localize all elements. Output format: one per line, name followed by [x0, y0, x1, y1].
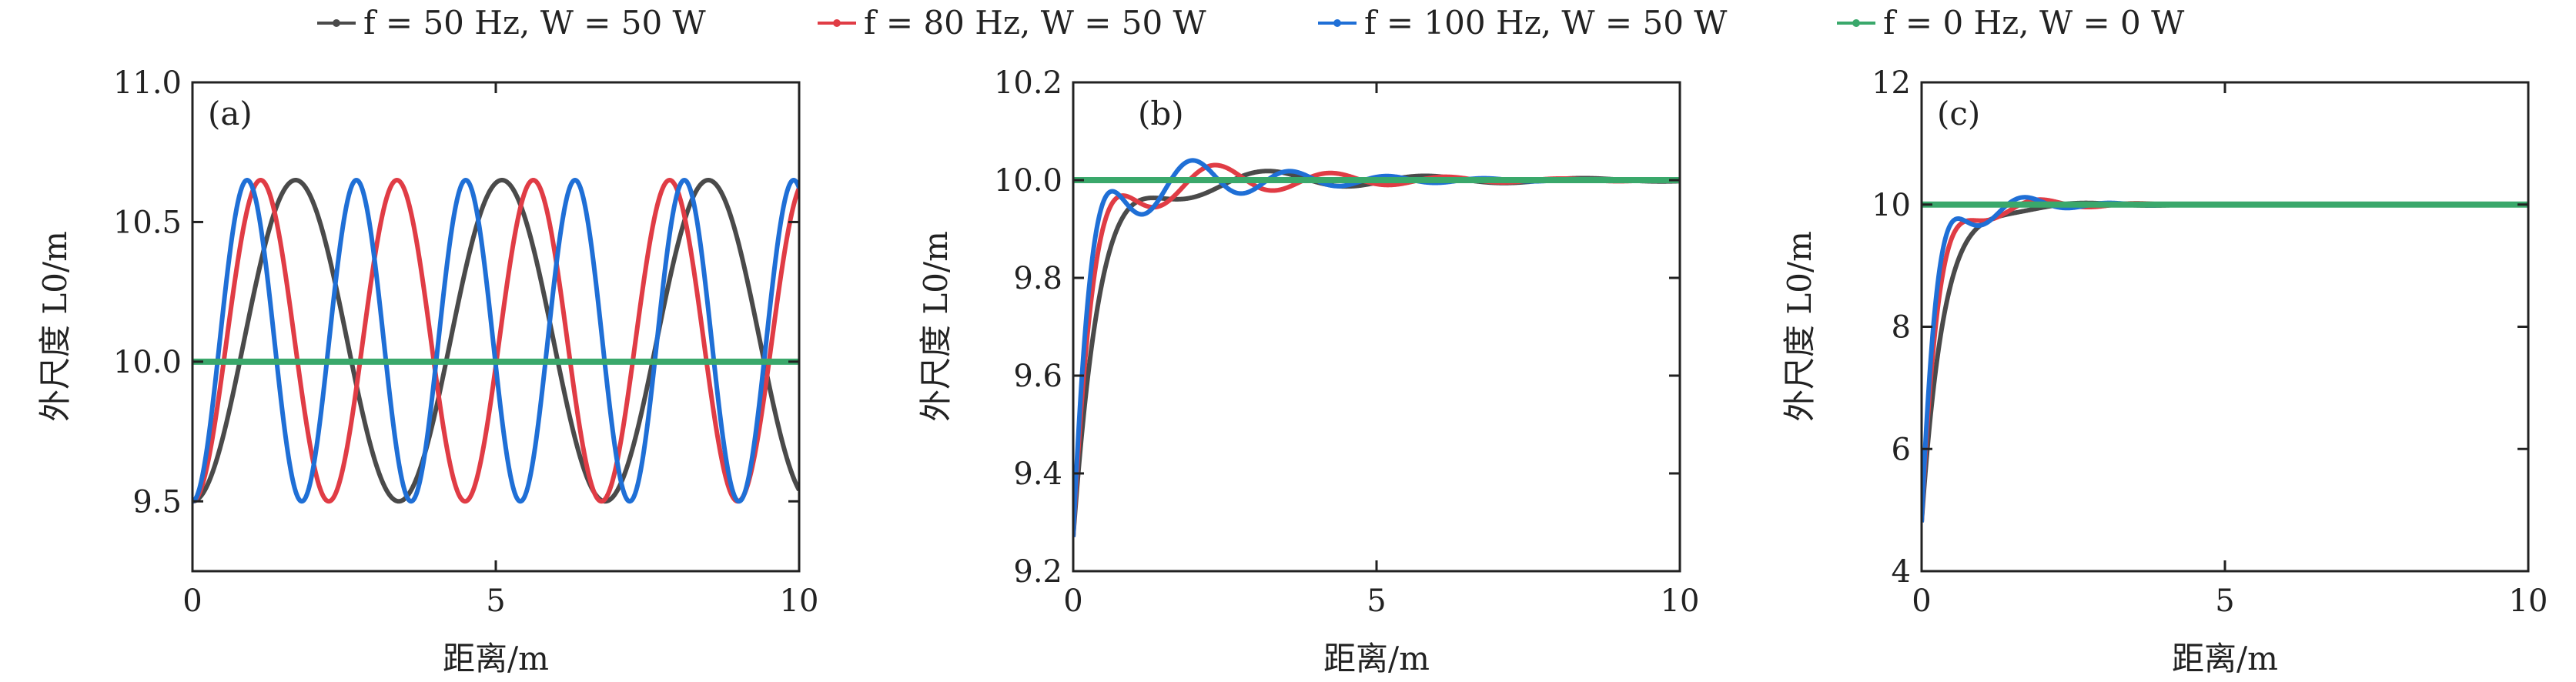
legend-swatch-marker	[1333, 19, 1341, 27]
legend-entry: f = 100 Hz, W = 50 W	[1318, 4, 1728, 42]
panel-tag: (a)	[208, 95, 253, 132]
series-layer	[1073, 158, 1680, 537]
x-tick-label: 5	[1367, 583, 1386, 619]
y-axis-label: 外尺度 L0/m	[1781, 231, 1818, 422]
legend-label: f = 80 Hz, W = 50 W	[864, 4, 1207, 42]
tick-layer: 0 5 10 9.2 9.4 9.6 9.8 10.0 10.2	[994, 65, 1700, 619]
series-line	[1073, 158, 1680, 537]
x-axis-label: 距离/m	[2172, 640, 2278, 677]
series-line	[1922, 197, 2528, 523]
series-layer	[1922, 195, 2528, 523]
legend-label: f = 0 Hz, W = 0 W	[1883, 4, 2185, 42]
legend-label: f = 100 Hz, W = 50 W	[1364, 4, 1728, 42]
legend-swatch-marker	[1852, 19, 1860, 27]
legend-entry: f = 50 Hz, W = 50 W	[317, 4, 707, 42]
y-axis-label: 外尺度 L0/m	[917, 231, 955, 422]
series-layer	[192, 178, 799, 504]
panel-tag: (c)	[1937, 95, 1980, 132]
x-tick-label: 10	[2509, 583, 2548, 619]
legend-label: f = 50 Hz, W = 50 W	[363, 4, 707, 42]
y-tick-label: 10.0	[994, 163, 1062, 199]
panel-c: 0 5 10 4 6 8 10 12 (c) 距离/m 外尺度 L0/m	[1781, 65, 2548, 677]
y-tick-label: 11.0	[113, 65, 182, 101]
y-tick-label: 9.8	[1013, 261, 1062, 296]
series-line	[1922, 195, 2528, 523]
legend-swatch-marker	[833, 19, 841, 27]
x-axis-label: 距离/m	[443, 640, 549, 677]
y-tick-label: 8	[1892, 310, 1911, 346]
legend-entry: f = 80 Hz, W = 50 W	[818, 4, 1207, 42]
y-tick-label: 12	[1872, 65, 1911, 101]
legend-swatch-marker	[333, 19, 340, 27]
panel-b: 0 5 10 9.2 9.4 9.6 9.8 10.0 10.2 (b) 距离/m 外尺度 L0…	[917, 65, 1699, 677]
y-tick-label: 10	[1872, 188, 1911, 223]
y-tick-label: 9.5	[132, 484, 182, 520]
x-tick-label: 5	[2215, 583, 2234, 619]
x-tick-label: 0	[1063, 583, 1082, 619]
y-tick-label: 6	[1892, 432, 1911, 467]
series-line	[1073, 162, 1680, 537]
series-line	[192, 178, 799, 504]
plot-frame	[1920, 81, 2530, 573]
tick-layer: 0 5 10 4 6 8 10 12	[1872, 65, 2548, 619]
y-tick-label: 9.6	[1013, 359, 1062, 394]
panel-a: 0 5 10 9.5 10.0 10.5 11.0 (a) 距离/m 外尺度 L0/m	[36, 65, 818, 677]
series-line	[1073, 169, 1680, 537]
panel-tag: (b)	[1138, 95, 1184, 132]
y-tick-label: 10.5	[113, 205, 182, 240]
y-tick-label: 9.2	[1013, 554, 1062, 590]
y-axis-label: 外尺度 L0/m	[36, 231, 74, 422]
y-tick-label: 10.0	[113, 345, 182, 380]
x-tick-label: 0	[1912, 583, 1931, 619]
y-tick-label: 10.2	[994, 65, 1062, 101]
legend: f = 50 Hz, W = 50 W f = 80 Hz, W = 50 W …	[317, 4, 2185, 42]
tick-layer: 0 5 10 9.5 10.0 10.5 11.0	[113, 65, 819, 619]
y-tick-label: 9.4	[1013, 456, 1062, 492]
x-tick-label: 0	[182, 583, 202, 619]
plot-frame	[1072, 81, 1681, 573]
series-line	[192, 178, 799, 504]
x-tick-label: 5	[486, 583, 505, 619]
series-line	[1922, 200, 2528, 523]
x-tick-label: 10	[780, 583, 819, 619]
y-tick-label: 4	[1892, 554, 1911, 590]
x-tick-label: 10	[1661, 583, 1700, 619]
series-line	[192, 178, 799, 504]
legend-entry: f = 0 Hz, W = 0 W	[1837, 4, 2185, 42]
x-axis-label: 距离/m	[1323, 640, 1430, 677]
